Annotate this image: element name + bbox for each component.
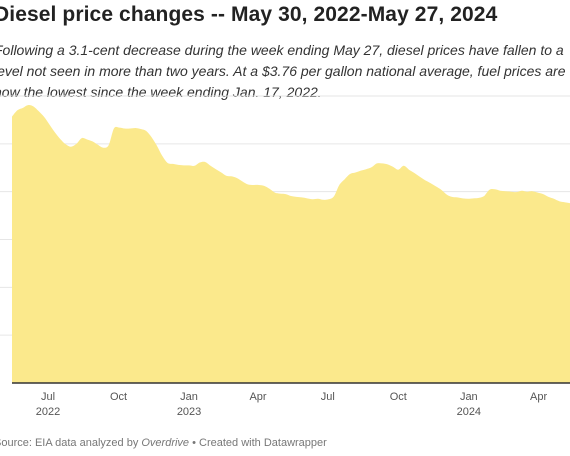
x-tick-label: Jan [180, 391, 198, 403]
source-credit: Source: EIA data analyzed by Overdrive •… [0, 437, 327, 449]
x-tick-label: Apr [249, 391, 266, 403]
chart-title: Diesel price changes -- May 30, 2022-May… [0, 3, 498, 26]
x-tick-label: Jul [321, 391, 335, 403]
x-tick-year-label: 2022 [36, 406, 60, 418]
x-tick-label: Oct [110, 391, 127, 403]
x-tick-label: Jan [460, 391, 478, 403]
source-outlet: Overdrive [141, 437, 190, 449]
x-tick-year-label: 2024 [457, 406, 481, 418]
diesel-price-area [12, 105, 570, 383]
x-tick-label: Jul [41, 391, 55, 403]
x-tick-label: Apr [530, 391, 547, 403]
source-suffix: • Created with Datawrapper [189, 437, 327, 449]
x-axis-ticks: Jul 2022 Oct Jan 2023 Apr Jul Oct Jan 2024 Apr [36, 391, 548, 418]
x-tick-year-label: 2023 [177, 406, 201, 418]
source-prefix: Source: EIA data analyzed by [0, 437, 142, 449]
x-tick-label: Oct [390, 391, 407, 403]
